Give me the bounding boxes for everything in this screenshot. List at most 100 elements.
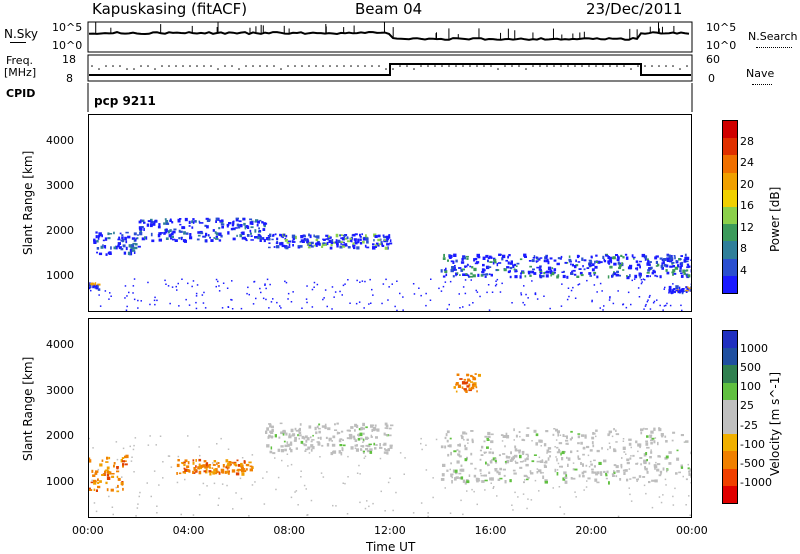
scatter-speck (112, 513, 114, 516)
heatmap-cell (380, 241, 383, 245)
scatter-speck (206, 485, 208, 487)
heatmap-cell (113, 231, 115, 235)
heatmap-cell (613, 464, 617, 467)
heatmap-cell (256, 223, 259, 227)
heatmap-cell (359, 235, 362, 238)
heatmap-cell (548, 451, 552, 453)
heatmap-cell (165, 237, 169, 240)
heatmap-cell (304, 435, 308, 439)
scatter-speck (449, 280, 452, 283)
scatter-speck (651, 506, 654, 509)
heatmap-cell (235, 217, 239, 220)
heatmap-cell (515, 434, 518, 438)
scatter-speck (301, 307, 303, 309)
heatmap-cell (689, 468, 692, 472)
power-marks (88, 217, 692, 312)
heatmap-cell (673, 255, 676, 257)
heatmap-cell (561, 457, 564, 461)
heatmap-cell (459, 455, 462, 458)
heatmap-cell (220, 221, 224, 224)
heatmap-cell (257, 235, 260, 240)
heatmap-cell (527, 476, 530, 479)
heatmap-cell (450, 260, 454, 263)
nave-dots (91, 65, 688, 70)
scatter-speck (260, 291, 262, 294)
heatmap-cell (331, 239, 334, 243)
colorbar-cell (723, 172, 737, 191)
scatter-speck (99, 305, 102, 307)
heatmap-cell (270, 446, 273, 450)
nave-dot (546, 65, 548, 67)
heatmap-cell (443, 253, 445, 258)
heatmap-cell (674, 291, 676, 294)
heatmap-cell (314, 235, 318, 238)
heatmap-cell (366, 449, 370, 453)
heatmap-cell (539, 257, 543, 259)
heatmap-cell (620, 463, 623, 467)
scatter-speck (342, 482, 344, 484)
heatmap-cell (94, 472, 98, 475)
scatter-speck (88, 437, 90, 440)
heatmap-cell (591, 268, 595, 272)
heatmap-cell (113, 246, 117, 250)
heatmap-cell (520, 272, 522, 275)
heatmap-cell (576, 254, 580, 259)
scatter-speck (368, 303, 370, 305)
scatter-speck (254, 481, 256, 483)
heatmap-cell (688, 287, 692, 290)
heatmap-cell (496, 470, 499, 474)
heatmap-cell (615, 273, 619, 277)
scatter-speck (133, 298, 136, 301)
scatter-speck (399, 452, 402, 454)
scatter-speck (126, 295, 128, 297)
scatter-speck (277, 476, 280, 479)
colorbar-cell (723, 365, 737, 384)
heatmap-cell (570, 477, 573, 480)
heatmap-cell (125, 240, 128, 244)
heatmap-cell (684, 256, 688, 260)
heatmap-cell (487, 463, 489, 467)
heatmap-cell (523, 439, 526, 442)
nave-dot (651, 65, 653, 67)
scatter-speck (640, 279, 643, 281)
heatmap-cell (288, 243, 291, 247)
heatmap-cell (589, 275, 592, 277)
heatmap-cell (505, 462, 507, 465)
heatmap-cell (562, 434, 565, 437)
heatmap-cell (96, 251, 98, 254)
scatter-speck (427, 515, 429, 518)
heatmap-cell (295, 429, 299, 432)
heatmap-cell (244, 470, 247, 473)
heatmap-cell (242, 237, 246, 240)
heatmap-cell (341, 245, 345, 248)
heatmap-cell (195, 220, 197, 223)
scatter-speck (637, 287, 640, 289)
nave-dot (350, 65, 352, 67)
scatter-speck (347, 476, 349, 478)
heatmap-cell (638, 475, 642, 478)
heatmap-cell (292, 241, 296, 243)
colorbar-cell (723, 434, 737, 452)
heatmap-cell (544, 479, 548, 483)
heatmap-cell (169, 229, 172, 232)
scatter-speck (115, 441, 118, 443)
heatmap-cell (618, 267, 621, 270)
nave-dot (686, 65, 688, 67)
heatmap-cell (133, 238, 136, 242)
scatter-speck (672, 283, 674, 285)
scatter-speck (149, 303, 151, 306)
scatter-speck (531, 280, 533, 282)
heatmap-cell (164, 218, 167, 221)
scatter-speck (136, 507, 139, 509)
heatmap-cell (650, 451, 653, 454)
scatter-speck (191, 285, 193, 288)
heatmap-cell (364, 244, 367, 248)
heatmap-cell (603, 258, 605, 261)
scatter-speck (347, 279, 349, 281)
heatmap-cell (629, 274, 631, 278)
heatmap-cell (497, 478, 501, 481)
heatmap-cell (518, 431, 521, 433)
heatmap-cell (615, 433, 620, 436)
nave-dot (476, 65, 478, 67)
scatter-speck (412, 512, 415, 514)
